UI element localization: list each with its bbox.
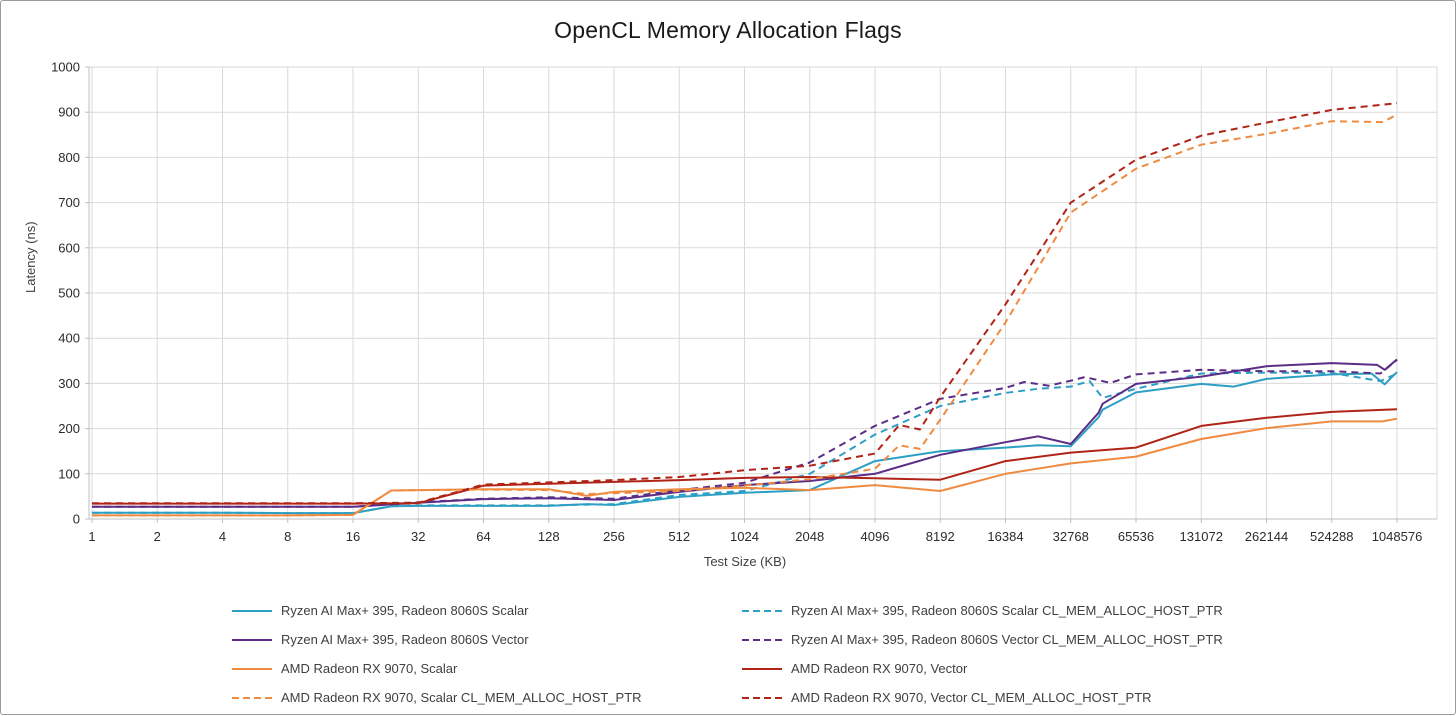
x-tick-label: 32768 (1053, 529, 1089, 544)
legend-item: Ryzen AI Max+ 395, Radeon 8060S Scalar (232, 596, 642, 625)
y-tick-label: 200 (58, 421, 80, 436)
y-tick-label: 500 (58, 286, 80, 301)
x-tick-label: 1024 (730, 529, 759, 544)
legend-item: AMD Radeon RX 9070, Scalar CL_MEM_ALLOC_… (232, 683, 642, 712)
legend-label: AMD Radeon RX 9070, Vector CL_MEM_ALLOC_… (791, 690, 1152, 705)
x-tick-label: 128 (538, 529, 560, 544)
y-tick-label: 100 (58, 466, 80, 481)
x-tick-label: 32 (411, 529, 425, 544)
y-tick-label: 600 (58, 240, 80, 255)
x-tick-label: 16 (346, 529, 360, 544)
series-line-6 (92, 113, 1398, 517)
x-tick-label: 8 (284, 529, 291, 544)
legend-item: AMD Radeon RX 9070, Vector (742, 654, 1223, 683)
legend-swatch-line (742, 696, 782, 699)
legend-swatch-line (232, 638, 272, 641)
series-line-2 (92, 358, 1398, 508)
x-tick-label: 16384 (987, 529, 1023, 544)
legend-item: AMD Radeon RX 9070, Scalar (232, 654, 642, 683)
legend-label: AMD Radeon RX 9070, Scalar (281, 661, 458, 676)
x-tick-label: 2 (154, 529, 161, 544)
legend-label: AMD Radeon RX 9070, Vector (791, 661, 968, 676)
legend-item: AMD Radeon RX 9070, Vector CL_MEM_ALLOC_… (742, 683, 1223, 712)
x-tick-label: 4096 (861, 529, 890, 544)
x-tick-label: 524288 (1310, 529, 1353, 544)
series-line-0 (92, 371, 1398, 515)
x-tick-label: 1048576 (1372, 529, 1423, 544)
legend-swatch-line (742, 638, 782, 641)
x-tick-label: 2048 (795, 529, 824, 544)
legend-item: Ryzen AI Max+ 395, Radeon 8060S Scalar C… (742, 596, 1223, 625)
x-tick-label: 65536 (1118, 529, 1154, 544)
x-tick-label: 1 (88, 529, 95, 544)
x-tick-label: 512 (668, 529, 690, 544)
x-tick-label: 4 (219, 529, 226, 544)
legend-swatch-line (742, 609, 782, 612)
y-tick-label: 1000 (51, 60, 80, 75)
y-tick-label: 300 (58, 376, 80, 391)
y-tick-label: 800 (58, 150, 80, 165)
legend-swatch-line (232, 667, 272, 670)
legend-swatch-line (232, 696, 272, 699)
legend-label: AMD Radeon RX 9070, Scalar CL_MEM_ALLOC_… (281, 690, 642, 705)
legend-label: Ryzen AI Max+ 395, Radeon 8060S Vector (281, 632, 529, 647)
chart-title: OpenCL Memory Allocation Flags (554, 17, 902, 43)
legend-label: Ryzen AI Max+ 395, Radeon 8060S Scalar (281, 603, 529, 618)
x-tick-label: 8192 (926, 529, 955, 544)
y-tick-label: 400 (58, 331, 80, 346)
y-tick-label: 700 (58, 195, 80, 210)
y-tick-label: 900 (58, 105, 80, 120)
legend-swatch-line (742, 667, 782, 670)
legend-item: Ryzen AI Max+ 395, Radeon 8060S Vector C… (742, 625, 1223, 654)
x-tick-label: 64 (476, 529, 490, 544)
x-axis-title: Test Size (KB) (703, 554, 787, 569)
legend-column-right: Ryzen AI Max+ 395, Radeon 8060S Scalar C… (742, 596, 1223, 712)
legend-label: Ryzen AI Max+ 395, Radeon 8060S Vector C… (791, 632, 1223, 647)
series-line-7 (92, 102, 1398, 505)
x-tick-label: 131072 (1180, 529, 1223, 544)
y-tick-label: 0 (73, 512, 80, 527)
legend-swatch-line (232, 609, 272, 612)
x-tick-label: 256 (603, 529, 625, 544)
x-tick-label: 262144 (1245, 529, 1288, 544)
legend-column-left: Ryzen AI Max+ 395, Radeon 8060S Scalar Ry… (232, 596, 642, 712)
legend-label: Ryzen AI Max+ 395, Radeon 8060S Scalar C… (791, 603, 1223, 618)
legend-item: Ryzen AI Max+ 395, Radeon 8060S Vector (232, 625, 642, 654)
